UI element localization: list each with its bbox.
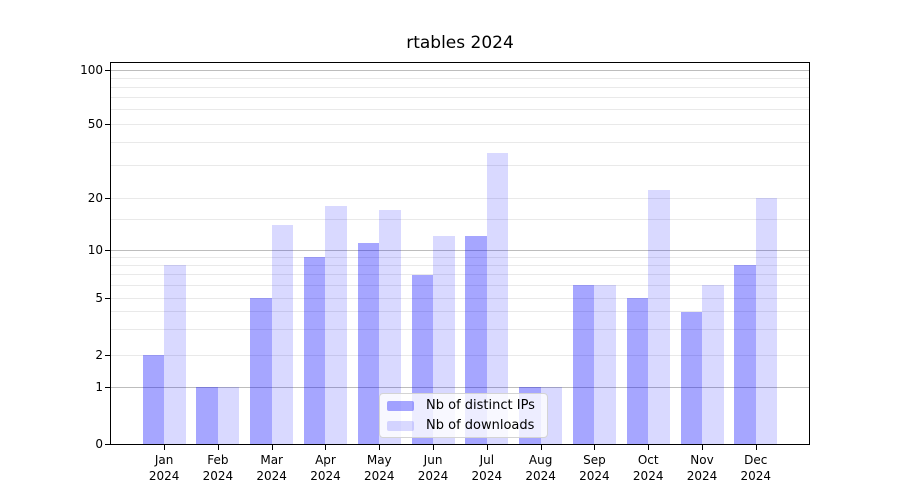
minor-gridline bbox=[111, 284, 809, 286]
major-gridline bbox=[111, 69, 809, 71]
bar-distinct-ips-jul bbox=[465, 236, 487, 444]
x-tick-label-dec: Dec 2024 bbox=[740, 453, 772, 483]
x-tick-mark bbox=[271, 445, 273, 450]
y-tick-label-0: 0 bbox=[95, 437, 103, 451]
minor-gridline bbox=[111, 109, 809, 111]
x-tick-mark bbox=[433, 445, 435, 450]
minor-gridline bbox=[111, 197, 809, 199]
y-tick-label-20: 20 bbox=[87, 191, 103, 205]
minor-gridline bbox=[111, 297, 809, 299]
bar-distinct-ips-sep bbox=[572, 285, 595, 444]
minor-gridline bbox=[111, 123, 809, 125]
x-tick-mark bbox=[702, 445, 703, 450]
bar-downloads-jun bbox=[433, 236, 455, 444]
bar-downloads-jan bbox=[164, 265, 186, 444]
minor-gridline bbox=[111, 274, 809, 276]
x-tick-label-jun: Jun 2024 bbox=[417, 453, 449, 483]
y-tick-label-10: 10 bbox=[87, 243, 103, 257]
x-tick-label-jul: Jul 2024 bbox=[471, 453, 503, 483]
y-tick-mark bbox=[105, 70, 110, 71]
bar-downloads-jul bbox=[486, 152, 509, 444]
bar-distinct-ips-apr bbox=[303, 257, 326, 444]
x-tick-mark bbox=[486, 445, 488, 450]
legend-row-downloads: Nb of downloads bbox=[387, 417, 539, 434]
y-tick-label-5: 5 bbox=[95, 291, 103, 305]
y-tick-mark bbox=[105, 355, 110, 356]
legend: Nb of distinct IPs Nb of downloads bbox=[379, 393, 548, 438]
bar-downloads-dec bbox=[755, 198, 778, 444]
minor-gridline bbox=[111, 164, 809, 166]
y-tick-label-100: 100 bbox=[80, 63, 103, 77]
x-tick-label-nov: Nov 2024 bbox=[686, 453, 718, 483]
bar-downloads-sep bbox=[594, 285, 616, 444]
y-tick-mark bbox=[105, 298, 110, 299]
x-tick-label-feb: Feb 2024 bbox=[202, 453, 234, 483]
x-tick-label-apr: Apr 2024 bbox=[310, 453, 341, 483]
bar-distinct-ips-jan bbox=[142, 355, 165, 444]
legend-row-distinct-ips: Nb of distinct IPs bbox=[387, 397, 539, 414]
y-tick-mark bbox=[105, 387, 110, 388]
bar-downloads-mar bbox=[271, 224, 294, 444]
minor-gridline bbox=[111, 256, 809, 258]
x-tick-label-oct: Oct 2024 bbox=[632, 453, 664, 483]
minor-gridline bbox=[111, 264, 809, 266]
bar-distinct-ips-dec bbox=[734, 265, 756, 444]
minor-gridline bbox=[111, 86, 809, 88]
x-tick-label-aug: Aug 2024 bbox=[525, 453, 556, 483]
bar-distinct-ips-mar bbox=[250, 298, 272, 444]
plot-area: Nb of distinct IPs Nb of downloads bbox=[110, 62, 810, 445]
x-tick-mark bbox=[540, 445, 542, 450]
major-gridline bbox=[111, 249, 809, 251]
x-tick-mark bbox=[164, 445, 166, 450]
minor-gridline bbox=[111, 141, 809, 143]
minor-gridline bbox=[111, 329, 809, 331]
x-tick-label-may: May 2024 bbox=[363, 453, 395, 483]
x-tick-mark bbox=[755, 445, 757, 450]
minor-gridline bbox=[111, 219, 809, 221]
y-tick-mark bbox=[105, 250, 110, 251]
minor-gridline bbox=[111, 354, 809, 356]
bar-distinct-ips-nov bbox=[680, 311, 702, 444]
y-tick-mark bbox=[105, 198, 110, 199]
y-tick-mark bbox=[105, 444, 110, 445]
legend-label-downloads: Nb of downloads bbox=[426, 418, 535, 433]
major-gridline bbox=[111, 386, 809, 388]
x-tick-mark bbox=[648, 445, 650, 450]
bar-downloads-oct bbox=[648, 190, 670, 444]
y-tick-mark bbox=[105, 124, 110, 125]
legend-swatch-downloads bbox=[387, 420, 414, 431]
bar-downloads-nov bbox=[702, 285, 724, 444]
y-tick-label-50: 50 bbox=[87, 117, 103, 131]
bar-downloads-feb bbox=[217, 387, 240, 444]
x-tick-mark bbox=[217, 445, 219, 450]
minor-gridline bbox=[111, 97, 809, 99]
x-tick-mark bbox=[379, 445, 381, 450]
bar-distinct-ips-oct bbox=[626, 298, 649, 444]
bar-downloads-apr bbox=[325, 205, 347, 444]
chart-title: rtables 2024 bbox=[406, 33, 514, 53]
x-tick-label-mar: Mar 2024 bbox=[256, 453, 287, 483]
x-tick-mark bbox=[594, 445, 596, 450]
y-tick-label-2: 2 bbox=[95, 348, 103, 362]
x-tick-label-jan: Jan 2024 bbox=[148, 453, 180, 483]
bar-distinct-ips-feb bbox=[196, 387, 218, 444]
legend-swatch-distinct-ips bbox=[387, 400, 414, 411]
x-tick-mark bbox=[325, 445, 327, 450]
minor-gridline bbox=[111, 311, 809, 313]
bar-distinct-ips-may bbox=[357, 242, 380, 444]
legend-label-distinct-ips: Nb of distinct IPs bbox=[426, 398, 535, 413]
minor-gridline bbox=[111, 77, 809, 79]
x-tick-label-sep: Sep 2024 bbox=[579, 453, 610, 483]
bar-downloads-may bbox=[379, 210, 401, 444]
y-tick-label-1: 1 bbox=[95, 380, 103, 394]
